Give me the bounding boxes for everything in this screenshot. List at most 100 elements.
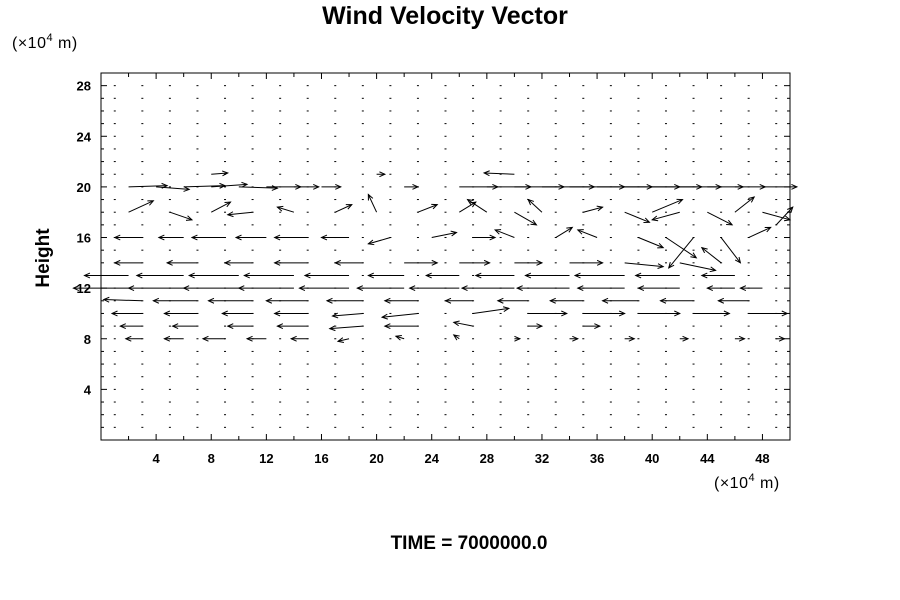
- grid-dot: [444, 262, 447, 264]
- grid-dot: [582, 224, 585, 226]
- grid-dot: [527, 363, 530, 365]
- grid-dot: [499, 338, 502, 340]
- vector-arrow: [569, 259, 604, 266]
- grid-dot: [361, 186, 364, 188]
- grid-dot: [251, 350, 254, 352]
- grid-dot: [747, 110, 750, 112]
- y-tick-label: 24: [77, 129, 92, 144]
- grid-dot: [361, 401, 364, 403]
- grid-dot: [527, 148, 530, 150]
- grid-dot: [141, 388, 144, 390]
- grid-dot: [582, 97, 585, 99]
- grid-dot: [389, 186, 392, 188]
- grid-dot: [720, 224, 723, 226]
- grid-dot: [664, 161, 667, 163]
- vector-arrow: [336, 337, 350, 343]
- grid-dot: [472, 123, 475, 125]
- grid-dot: [279, 249, 282, 251]
- grid-dot: [609, 388, 612, 390]
- grid-dot: [416, 350, 419, 352]
- grid-dot: [279, 363, 282, 365]
- grid-dot: [251, 173, 254, 175]
- x-tick-label: 28: [480, 451, 494, 466]
- x-unit-exponent: 4: [748, 472, 755, 484]
- y-unit-prefix: (×10: [12, 35, 46, 52]
- grid-dot: [196, 161, 199, 163]
- grid-dot: [692, 161, 695, 163]
- vector-arrow: [569, 335, 580, 342]
- vector-arrow: [157, 234, 184, 241]
- grid-dot: [554, 426, 557, 428]
- grid-dot: [664, 249, 667, 251]
- grid-dot: [637, 325, 640, 327]
- vector-arrow: [367, 193, 378, 213]
- grid-dot: [389, 363, 392, 365]
- grid-dot: [389, 401, 392, 403]
- grid-dot: [168, 110, 171, 112]
- grid-dot: [389, 426, 392, 428]
- grid-dot: [113, 199, 116, 201]
- grid-dot: [141, 97, 144, 99]
- grid-dot: [664, 85, 667, 87]
- grid-dot: [637, 426, 640, 428]
- vector-arrow: [637, 285, 680, 292]
- vector-arrow: [325, 297, 363, 304]
- vector-arrow: [528, 323, 544, 330]
- vector-arrow: [383, 297, 418, 304]
- grid-dot: [499, 262, 502, 264]
- grid-dot: [141, 401, 144, 403]
- grid-dot: [720, 123, 723, 125]
- vector-arrow: [700, 246, 722, 264]
- grid-dot: [472, 249, 475, 251]
- vector-arrow: [376, 171, 387, 178]
- vector-arrow: [493, 229, 515, 238]
- grid-dot: [389, 388, 392, 390]
- grid-dot: [582, 350, 585, 352]
- vector-arrow: [273, 310, 308, 317]
- grid-dot: [334, 224, 337, 226]
- grid-dot: [444, 85, 447, 87]
- grid-dot: [224, 211, 227, 213]
- plot-frame: [100, 72, 791, 441]
- grid-dot: [224, 414, 227, 416]
- grid-dot: [196, 173, 199, 175]
- grid-dot: [306, 85, 309, 87]
- vector-arrow: [466, 198, 488, 213]
- grid-dot: [168, 376, 171, 378]
- grid-dot: [306, 173, 309, 175]
- grid-dot: [113, 135, 116, 137]
- vector-arrow: [119, 323, 143, 330]
- grid-dot: [389, 211, 392, 213]
- grid-dot: [637, 376, 640, 378]
- grid-dot: [609, 325, 612, 327]
- grid-dot: [720, 350, 723, 352]
- vector-arrow: [459, 259, 491, 266]
- grid-dot: [609, 85, 612, 87]
- time-label: TIME = 7000000.0: [391, 533, 548, 554]
- grid-dot: [141, 161, 144, 163]
- grid-dot: [306, 211, 309, 213]
- grid-dot: [554, 388, 557, 390]
- grid-dot: [609, 350, 612, 352]
- y-tick-label: 16: [77, 231, 91, 246]
- grid-dot: [113, 123, 116, 125]
- grid-dot: [444, 325, 447, 327]
- grid-dot: [554, 262, 557, 264]
- grid-dot: [664, 426, 667, 428]
- vector-arrow: [482, 170, 515, 177]
- grid-dot: [692, 224, 695, 226]
- grid-dot: [444, 350, 447, 352]
- grid-dot: [775, 300, 778, 302]
- grid-dot: [389, 262, 392, 264]
- grid-dot: [775, 173, 778, 175]
- grid-dot: [472, 426, 475, 428]
- vector-arrow: [113, 259, 143, 266]
- grid-dot: [389, 85, 392, 87]
- grid-dot: [306, 161, 309, 163]
- grid-dot: [472, 274, 475, 276]
- grid-dot: [224, 325, 227, 327]
- grid-dot: [113, 426, 116, 428]
- grid-dot: [334, 312, 337, 314]
- grid-dot: [637, 262, 640, 264]
- grid-dot: [416, 148, 419, 150]
